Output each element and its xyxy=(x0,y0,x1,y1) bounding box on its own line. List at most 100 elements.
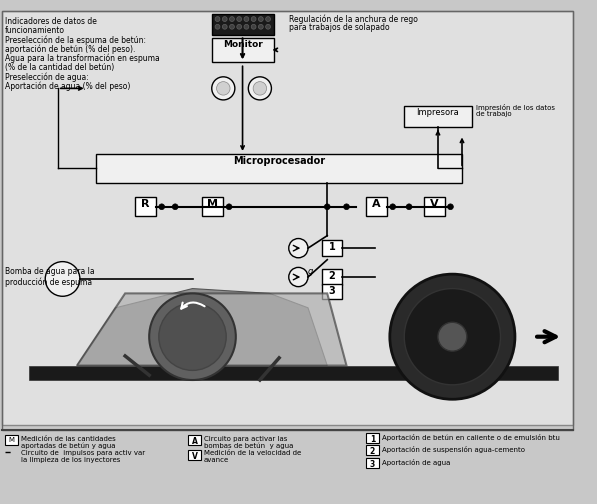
Text: de trabajo: de trabajo xyxy=(476,111,512,117)
Circle shape xyxy=(390,204,396,210)
Circle shape xyxy=(253,82,267,95)
Circle shape xyxy=(324,204,330,210)
Text: Aportación de suspensión agua-cemento: Aportación de suspensión agua-cemento xyxy=(382,447,525,454)
Text: aportación de betún (% del peso).: aportación de betún (% del peso). xyxy=(5,44,135,54)
Circle shape xyxy=(344,204,349,210)
Text: 3: 3 xyxy=(329,286,336,296)
Circle shape xyxy=(259,24,263,29)
Bar xyxy=(2,12,573,425)
Bar xyxy=(212,14,274,35)
Circle shape xyxy=(237,24,242,29)
Bar xyxy=(96,154,462,182)
Text: Circuito de  impulsos para activ var: Circuito de impulsos para activ var xyxy=(21,450,145,456)
Text: Medición de la velocidad de: Medición de la velocidad de xyxy=(204,450,301,456)
Circle shape xyxy=(222,17,227,22)
Bar xyxy=(366,197,387,216)
Circle shape xyxy=(259,17,263,22)
Text: Aportación de agua (% del peso): Aportación de agua (% del peso) xyxy=(5,81,130,91)
Text: Preselección de agua:: Preselección de agua: xyxy=(5,72,88,82)
Bar xyxy=(202,197,223,216)
Bar xyxy=(187,435,201,445)
Text: g: g xyxy=(308,268,313,276)
Circle shape xyxy=(289,238,308,258)
Circle shape xyxy=(230,24,235,29)
Bar xyxy=(322,284,341,299)
Circle shape xyxy=(248,77,272,100)
Circle shape xyxy=(244,17,249,22)
Circle shape xyxy=(226,204,232,210)
Polygon shape xyxy=(77,289,327,365)
Bar xyxy=(366,446,379,455)
Text: para trabajos de solapado: para trabajos de solapado xyxy=(289,23,389,32)
Circle shape xyxy=(159,303,226,370)
Bar xyxy=(322,240,341,256)
Text: aportadas de betún y agua: aportadas de betún y agua xyxy=(21,443,116,449)
Text: Aportación de betún en caliente o de emulsión btu: Aportación de betún en caliente o de emu… xyxy=(382,434,560,441)
Text: 2: 2 xyxy=(370,448,375,457)
Text: Impresora: Impresora xyxy=(417,108,459,116)
Circle shape xyxy=(45,262,80,296)
Circle shape xyxy=(390,274,515,399)
Text: 3: 3 xyxy=(370,460,375,469)
Text: 1: 1 xyxy=(370,435,375,444)
Circle shape xyxy=(237,17,242,22)
Circle shape xyxy=(215,24,220,29)
Text: 1: 1 xyxy=(329,242,336,253)
Text: Agua para la transformación en espuma: Agua para la transformación en espuma xyxy=(5,54,159,63)
Text: avance: avance xyxy=(204,457,229,463)
Text: V: V xyxy=(192,452,198,461)
Text: la limpieza de los inyectores: la limpieza de los inyectores xyxy=(21,457,121,463)
Text: Medición de las cantidades: Medición de las cantidades xyxy=(21,436,116,442)
Bar xyxy=(322,269,341,285)
Circle shape xyxy=(251,17,256,22)
Text: R: R xyxy=(141,199,150,209)
Polygon shape xyxy=(53,269,72,289)
Text: Indicadores de datos de: Indicadores de datos de xyxy=(5,17,97,26)
Circle shape xyxy=(222,24,227,29)
Text: 2: 2 xyxy=(329,271,336,281)
Bar xyxy=(2,12,573,430)
Circle shape xyxy=(212,77,235,100)
Text: Preselección de la espuma de betún:: Preselección de la espuma de betún: xyxy=(5,35,146,45)
Bar xyxy=(187,450,201,460)
Circle shape xyxy=(217,82,230,95)
Text: Bomba de agua para la
producción de espuma: Bomba de agua para la producción de espu… xyxy=(5,268,94,287)
Text: V: V xyxy=(430,199,438,209)
Text: funcionamiento: funcionamiento xyxy=(5,26,65,35)
Circle shape xyxy=(159,204,165,210)
Text: Circuito para activar las: Circuito para activar las xyxy=(204,436,287,442)
Circle shape xyxy=(406,204,412,210)
Text: Aportación de agua: Aportación de agua xyxy=(382,459,451,466)
Text: A: A xyxy=(192,437,198,446)
Text: bombas de betún  y agua: bombas de betún y agua xyxy=(204,443,294,449)
Circle shape xyxy=(173,204,178,210)
Text: Microprocesador: Microprocesador xyxy=(233,156,325,166)
Bar xyxy=(366,458,379,468)
Text: Impresión de los datos: Impresión de los datos xyxy=(476,104,555,111)
Text: Regulación de la anchura de rego: Regulación de la anchura de rego xyxy=(289,14,418,24)
Bar xyxy=(135,197,156,216)
Bar xyxy=(5,435,19,445)
Bar xyxy=(212,38,274,62)
Circle shape xyxy=(448,204,453,210)
Bar xyxy=(423,197,445,216)
Circle shape xyxy=(149,293,236,380)
Circle shape xyxy=(266,17,270,22)
Circle shape xyxy=(438,322,467,351)
Circle shape xyxy=(266,24,270,29)
Text: A: A xyxy=(372,199,381,209)
Text: (% de la cantidad del betún): (% de la cantidad del betún) xyxy=(5,63,114,72)
Bar xyxy=(404,106,472,127)
Circle shape xyxy=(404,289,500,385)
Circle shape xyxy=(251,24,256,29)
Text: M: M xyxy=(207,199,219,209)
Text: M: M xyxy=(8,437,14,443)
Circle shape xyxy=(289,268,308,287)
Bar xyxy=(29,365,558,380)
Circle shape xyxy=(215,17,220,22)
Circle shape xyxy=(244,24,249,29)
Circle shape xyxy=(230,17,235,22)
Bar xyxy=(366,433,379,443)
Polygon shape xyxy=(77,293,346,365)
Text: Monitor: Monitor xyxy=(223,40,263,49)
